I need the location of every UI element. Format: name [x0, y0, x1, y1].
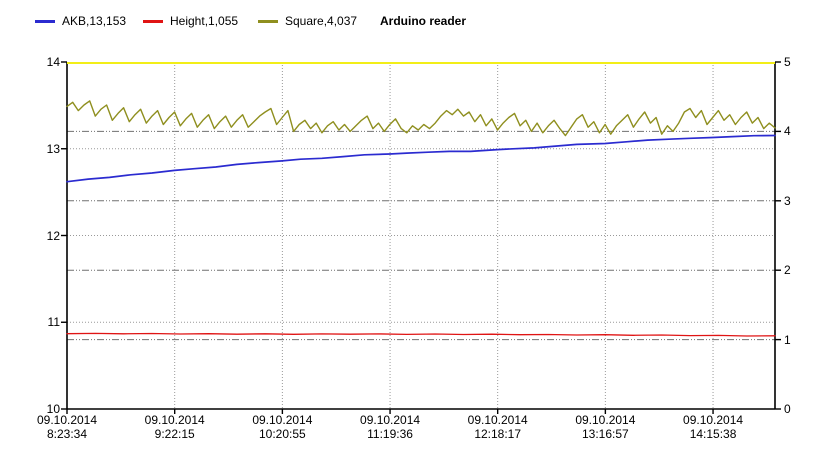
legend-label-akb: AKB,13,153: [62, 14, 127, 28]
x-axis-label-6: 09.10.2014 14:15:38: [683, 413, 744, 441]
y-axis-right-label-0: 0: [784, 402, 791, 416]
legend-item-square: Square,4,037: [258, 14, 357, 28]
x-axis-label-1: 09.10.2014 9:22:15: [144, 413, 205, 441]
series-akb-line: [66, 134, 776, 183]
legend-label-height: Height,1,055: [170, 14, 239, 28]
y-axis-right-label-4: 4: [784, 124, 791, 139]
x-axis-label-5: 09.10.2014 13:16:57: [575, 413, 636, 441]
y-axis-left-label-11: 11: [47, 315, 60, 330]
series-height-line: [66, 332, 776, 337]
y-axis-right-label-5: 5: [784, 55, 791, 69]
height-line-swatch: [143, 19, 163, 23]
legend-label-square: Square,4,037: [285, 14, 358, 28]
y-axis-right-label-3: 3: [784, 193, 791, 208]
y-axis-left-label-14: 14: [46, 55, 60, 69]
chart-title: Arduino reader: [380, 14, 467, 28]
y-axis-left-label-13: 13: [46, 141, 60, 156]
legend-item-akb: AKB,13,153: [35, 14, 126, 28]
y-axis-right-label-2: 2: [784, 263, 791, 278]
legend-item-height: Height,1,055: [143, 14, 238, 28]
akb-line-swatch: [35, 19, 55, 23]
x-axis-label-3: 09.10.2014 11:19:36: [360, 413, 421, 441]
y-axis-left-label-12: 12: [46, 228, 60, 243]
y-axis-left-label-10: 10: [46, 402, 60, 416]
y-axis-right-label-1: 1: [784, 332, 791, 347]
square-line-swatch: [258, 19, 278, 23]
x-axis-label-0: 09.10.2014 8:23:34: [36, 413, 98, 441]
plot-svg: [61, 61, 781, 414]
x-axis-label-4: 09.10.2014 12:18:17: [467, 413, 528, 441]
series-square-line: [66, 100, 776, 137]
x-axis-label-2: 09.10.2014 10:20:55: [252, 413, 313, 441]
